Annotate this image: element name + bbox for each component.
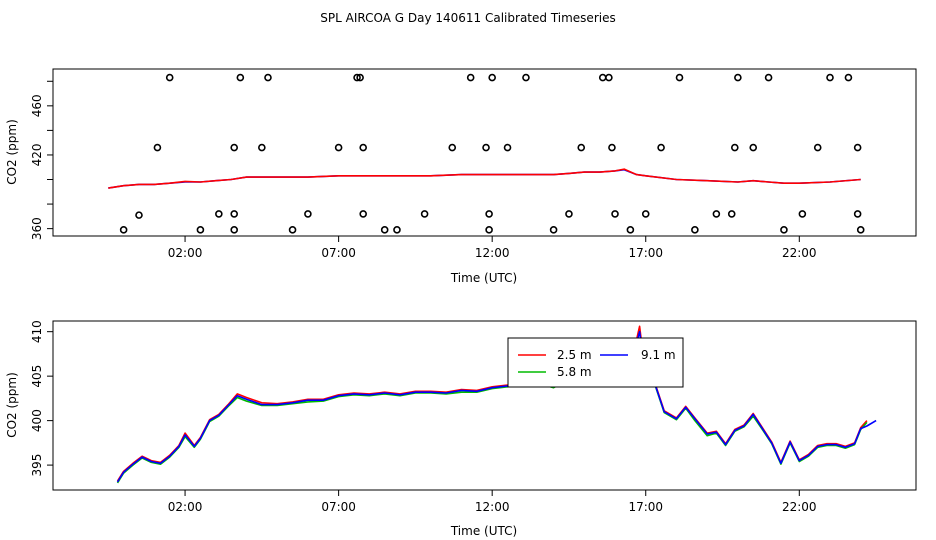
- outlier-point: [482, 143, 490, 152]
- outlier-point: [826, 73, 834, 82]
- outlier-point: [798, 210, 807, 218]
- outlier-point: [727, 210, 736, 218]
- outlier-point: [522, 73, 530, 82]
- outlier-point: [264, 73, 272, 82]
- x-tick-label: 22:00: [782, 500, 817, 514]
- bottom-plot-frame: [52, 320, 917, 491]
- outlier-point: [856, 226, 865, 234]
- outlier-point: [844, 73, 853, 82]
- outlier-point: [135, 211, 143, 219]
- outlier-point: [420, 210, 429, 218]
- y-tick-label: 400: [30, 409, 44, 432]
- outlier-point: [119, 226, 128, 234]
- outlier-point: [691, 226, 699, 234]
- outlier-point: [359, 143, 367, 152]
- bottom-x-axis-label: Time (UTC): [450, 524, 517, 538]
- series-line-1: [116, 339, 868, 484]
- outlier-point: [549, 226, 558, 234]
- y-tick-label: 460: [30, 94, 44, 117]
- x-tick-label: 22:00: [782, 246, 817, 260]
- outlier-point: [712, 210, 721, 218]
- y-tick-label: 395: [30, 454, 44, 477]
- top-y-axis-label: CO2 (ppm): [5, 119, 19, 185]
- outlier-point: [780, 226, 788, 234]
- bottom-legend: 2.5 m 5.8 m 9.1 m: [507, 337, 684, 388]
- outlier-point: [598, 73, 607, 82]
- outlier-point: [485, 226, 493, 234]
- top-x-axis-label: Time (UTC): [450, 271, 517, 285]
- outlier-point: [605, 73, 613, 82]
- outlier-point: [393, 226, 401, 234]
- outlier-point: [230, 226, 238, 234]
- x-tick-label: 07:00: [321, 246, 356, 260]
- outlier-point: [215, 210, 223, 218]
- outlier-point: [734, 73, 742, 82]
- series-line-2: [116, 330, 877, 483]
- legend-label: 9.1 m: [641, 348, 676, 362]
- outlier-point: [577, 143, 586, 152]
- outlier-point: [334, 143, 343, 152]
- outlier-point: [565, 210, 573, 218]
- y-tick-label: 410: [30, 320, 44, 343]
- outlier-point: [356, 73, 364, 82]
- outlier-point: [353, 73, 361, 82]
- outlier-point: [485, 210, 493, 218]
- outlier-point: [304, 210, 312, 218]
- outlier-point: [764, 73, 773, 82]
- outlier-point: [380, 226, 389, 234]
- outlier-point: [466, 73, 475, 82]
- top-plot-frame: [52, 68, 917, 237]
- outlier-point: [258, 143, 266, 152]
- outlier-point: [236, 73, 245, 82]
- outlier-point: [641, 210, 650, 218]
- bottom-panel-lines: 02:00 07:00 12:00 17:00 22:00 395 400 405 410 2…: [5, 320, 917, 538]
- outlier-point: [230, 210, 238, 218]
- outlier-point: [230, 143, 238, 152]
- outlier-point: [488, 73, 496, 82]
- series-line-1: [108, 168, 861, 189]
- outlier-point: [731, 143, 739, 152]
- x-tick-label: 07:00: [321, 500, 356, 514]
- x-tick-label: 17:00: [628, 246, 663, 260]
- outlier-point: [853, 210, 862, 218]
- legend-box: [507, 337, 684, 388]
- outlier-point: [153, 143, 162, 152]
- x-tick-label: 12:00: [475, 246, 510, 260]
- legend-label: 5.8 m: [557, 365, 592, 379]
- outlier-point: [675, 73, 684, 82]
- outlier-point: [853, 143, 862, 152]
- outlier-point: [749, 143, 758, 152]
- top-panel-scatter: 02:00 07:00 12:00 17:00 22:00 360 420 460 Time…: [5, 68, 917, 285]
- outlier-point: [657, 143, 665, 152]
- outlier-point: [608, 143, 616, 152]
- x-tick-label: 12:00: [475, 500, 510, 514]
- series-line-0: [108, 168, 861, 189]
- outlier-point: [288, 226, 297, 234]
- outlier-point: [611, 210, 619, 218]
- y-tick-label: 420: [30, 144, 44, 167]
- outlier-point: [196, 226, 205, 234]
- y-tick-label: 360: [30, 217, 44, 240]
- outlier-point: [813, 143, 822, 152]
- legend-label: 2.5 m: [557, 348, 592, 362]
- outlier-point: [165, 73, 174, 82]
- x-tick-label: 02:00: [168, 500, 203, 514]
- outlier-point: [448, 143, 457, 152]
- outlier-point: [359, 210, 367, 218]
- outlier-point: [503, 143, 512, 152]
- x-tick-label: 02:00: [168, 246, 203, 260]
- x-tick-label: 17:00: [628, 500, 663, 514]
- y-tick-label: 405: [30, 365, 44, 388]
- outlier-point: [626, 226, 635, 234]
- bottom-y-axis-label: CO2 (ppm): [5, 372, 19, 438]
- figure-title: SPL AIRCOA G Day 140611 Calibrated Times…: [320, 11, 615, 25]
